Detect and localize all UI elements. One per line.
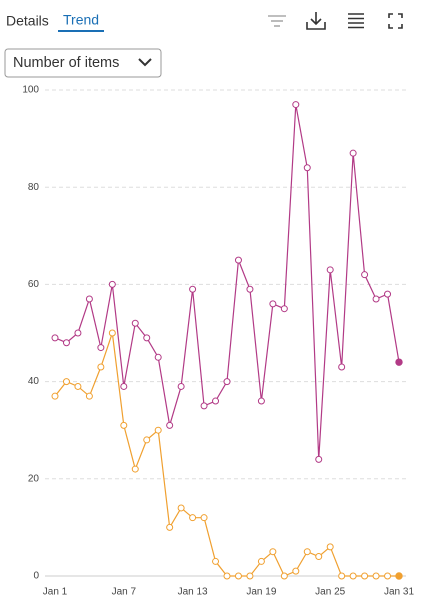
y-tick-label: 60	[28, 279, 40, 290]
data-point	[361, 572, 369, 580]
data-point	[212, 557, 220, 565]
filter-icon[interactable]	[268, 15, 286, 27]
fullscreen-icon[interactable]	[388, 13, 403, 29]
data-point	[257, 397, 265, 405]
x-tick-label: Jan 25	[315, 587, 345, 598]
data-point	[212, 397, 220, 405]
data-point	[326, 543, 334, 551]
data-point	[189, 514, 197, 522]
tab-underline	[58, 30, 104, 32]
data-point	[280, 572, 288, 580]
data-point	[120, 421, 128, 429]
x-tick-label: Jan 7	[112, 587, 137, 598]
data-point	[177, 382, 185, 390]
y-tick-label: 100	[22, 85, 39, 96]
y-tick-label: 40	[28, 376, 40, 387]
data-point	[372, 572, 380, 580]
data-point	[315, 455, 323, 463]
dropdown[interactable]: Number of items	[4, 48, 162, 78]
data-point	[74, 329, 82, 337]
data-point	[292, 101, 300, 109]
data-point	[154, 426, 162, 434]
data-point	[131, 465, 139, 473]
tab-trend[interactable]: Trend	[63, 12, 99, 28]
tab-details[interactable]: Details	[6, 13, 49, 29]
y-tick-label: 0	[33, 571, 39, 582]
data-point	[62, 339, 70, 347]
data-point	[269, 548, 277, 556]
data-point	[74, 382, 82, 390]
data-point	[85, 295, 93, 303]
data-point	[131, 319, 139, 327]
data-point	[361, 271, 369, 279]
data-point	[223, 572, 231, 580]
data-point	[234, 572, 242, 580]
data-point	[143, 436, 151, 444]
data-point	[384, 290, 392, 298]
data-point	[97, 363, 105, 371]
data-point	[97, 344, 105, 352]
series-line	[54, 104, 400, 460]
data-point	[223, 378, 231, 386]
data-point	[303, 164, 311, 172]
data-point	[166, 523, 174, 531]
data-point	[51, 392, 59, 400]
data-point	[108, 280, 116, 288]
data-point	[234, 256, 242, 264]
data-point	[395, 572, 403, 580]
data-point	[166, 421, 174, 429]
data-point	[269, 300, 277, 308]
data-point	[143, 334, 151, 342]
data-point	[372, 295, 380, 303]
data-point	[246, 572, 254, 580]
data-point	[120, 382, 128, 390]
data-point	[177, 504, 185, 512]
data-point	[349, 572, 357, 580]
data-point	[315, 553, 323, 561]
data-point	[338, 363, 346, 371]
chevron	[138, 58, 152, 67]
data-point	[85, 392, 93, 400]
data-point	[384, 572, 392, 580]
data-point	[51, 334, 59, 342]
dropdown-box[interactable]	[4, 48, 162, 78]
data-point	[154, 353, 162, 361]
x-tick-label: Jan 13	[178, 587, 208, 598]
data-point	[292, 567, 300, 575]
data-point	[280, 305, 288, 313]
data-point	[246, 285, 254, 293]
x-tick-label: Jan 31	[384, 587, 414, 598]
data-point	[257, 557, 265, 565]
x-tick-label: Jan 19	[246, 587, 276, 598]
list-icon[interactable]	[348, 13, 364, 29]
y-tick-label: 20	[28, 473, 40, 484]
series-line	[54, 332, 399, 577]
data-point	[338, 572, 346, 580]
download-icon[interactable]	[306, 12, 326, 30]
data-point	[200, 514, 208, 522]
data-point	[62, 378, 70, 386]
data-point	[303, 548, 311, 556]
dropdown-label: Number of items	[13, 55, 119, 71]
data-point	[349, 149, 357, 157]
data-point	[395, 358, 403, 366]
data-point	[200, 402, 208, 410]
data-point	[189, 285, 197, 293]
y-tick-label: 80	[28, 182, 40, 193]
data-point	[108, 329, 116, 337]
x-tick-label: Jan 1	[43, 587, 68, 598]
data-point	[326, 266, 334, 274]
